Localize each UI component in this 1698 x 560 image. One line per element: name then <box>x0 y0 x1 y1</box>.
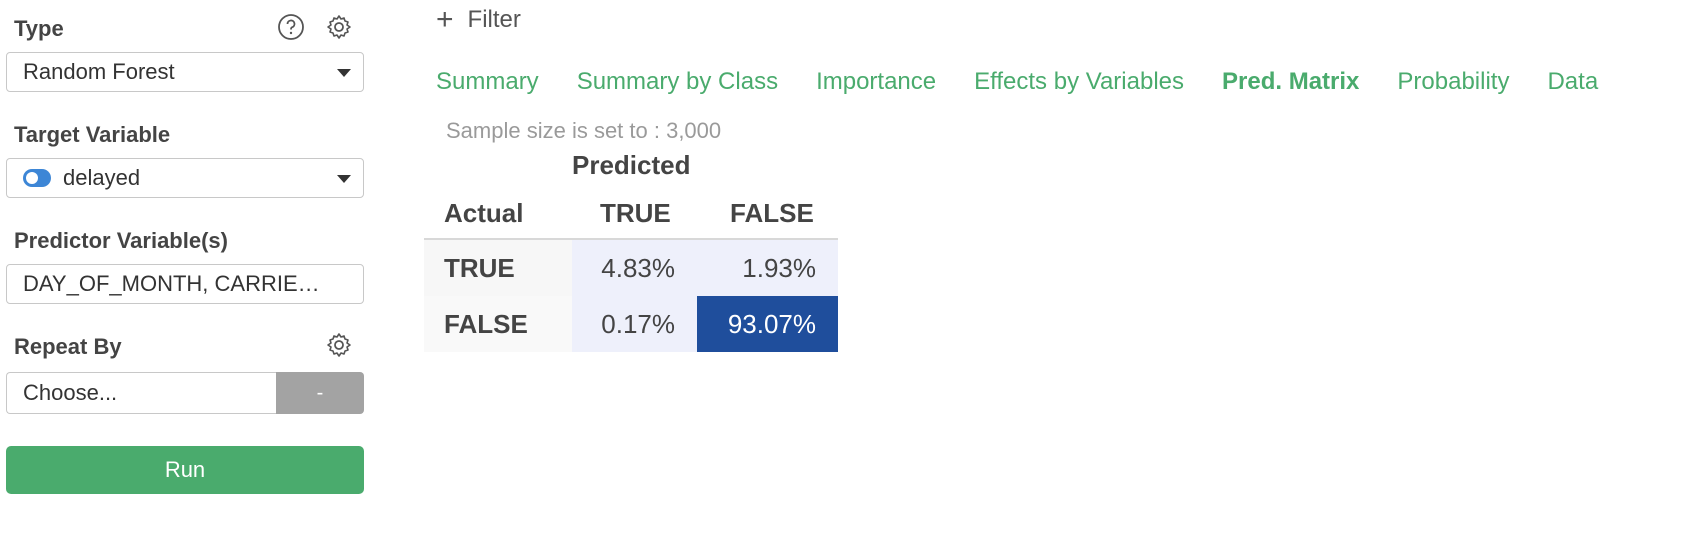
type-select[interactable]: Random Forest <box>6 52 364 92</box>
plus-icon: + <box>436 3 454 36</box>
predictor-variables-label: Predictor Variable(s) <box>14 228 228 253</box>
type-label: Type <box>14 16 64 41</box>
settings-panel: Type Random Forest Target Variable delay… <box>0 0 372 560</box>
gear-icon[interactable] <box>324 12 354 42</box>
matrix-cell-highlight: 93.07% <box>697 296 838 352</box>
actual-header: Actual <box>444 198 524 228</box>
run-button[interactable]: Run <box>6 446 364 494</box>
type-select-value: Random Forest <box>23 59 175 84</box>
tab-effects-by-variables[interactable]: Effects by Variables <box>974 68 1185 95</box>
repeat-by-row: Choose... - <box>6 372 364 414</box>
matrix-cell: 4.83% <box>572 240 697 296</box>
row-label-true: TRUE <box>444 252 515 283</box>
filter-label: Filter <box>467 6 521 33</box>
repeat-by-dash-button[interactable]: - <box>276 372 364 414</box>
toggle-icon <box>23 169 51 187</box>
matrix-cell: 1.93% <box>697 240 838 296</box>
chevron-down-icon <box>337 69 351 77</box>
predictor-variables-field[interactable]: DAY_OF_MONTH, CARRIE… <box>6 264 364 304</box>
tab-bar: Summary Summary by Class Importance Effe… <box>436 68 1636 96</box>
target-variable-value: delayed <box>63 165 141 190</box>
tab-pred-matrix[interactable]: Pred. Matrix <box>1222 68 1360 95</box>
repeat-by-select[interactable]: Choose... <box>6 372 276 414</box>
predictor-variables-value: DAY_OF_MONTH, CARRIE… <box>23 271 320 296</box>
col-header-true: TRUE <box>600 198 671 228</box>
predicted-header: Predicted <box>572 150 691 180</box>
header-divider <box>424 238 838 240</box>
sample-size-note: Sample size is set to : 3,000 <box>446 118 722 143</box>
help-icon[interactable] <box>276 12 306 42</box>
tab-summary[interactable]: Summary <box>436 68 539 95</box>
row-label-bg <box>424 240 572 296</box>
target-variable-label: Target Variable <box>14 122 171 147</box>
matrix-cell: 0.17% <box>572 296 697 352</box>
tab-summary-by-class[interactable]: Summary by Class <box>576 68 779 95</box>
row-label-bg <box>424 296 572 352</box>
chevron-down-icon <box>337 175 351 183</box>
tab-importance[interactable]: Importance <box>816 68 937 95</box>
tab-data[interactable]: Data <box>1547 68 1599 95</box>
gear-icon[interactable] <box>324 330 354 360</box>
target-variable-select[interactable]: delayed <box>6 158 364 198</box>
col-header-false: FALSE <box>730 198 814 228</box>
repeat-by-label: Repeat By <box>14 334 122 359</box>
row-label-false: FALSE <box>444 308 528 339</box>
tab-probability[interactable]: Probability <box>1397 68 1510 95</box>
filter-button[interactable]: + Filter <box>436 3 521 36</box>
